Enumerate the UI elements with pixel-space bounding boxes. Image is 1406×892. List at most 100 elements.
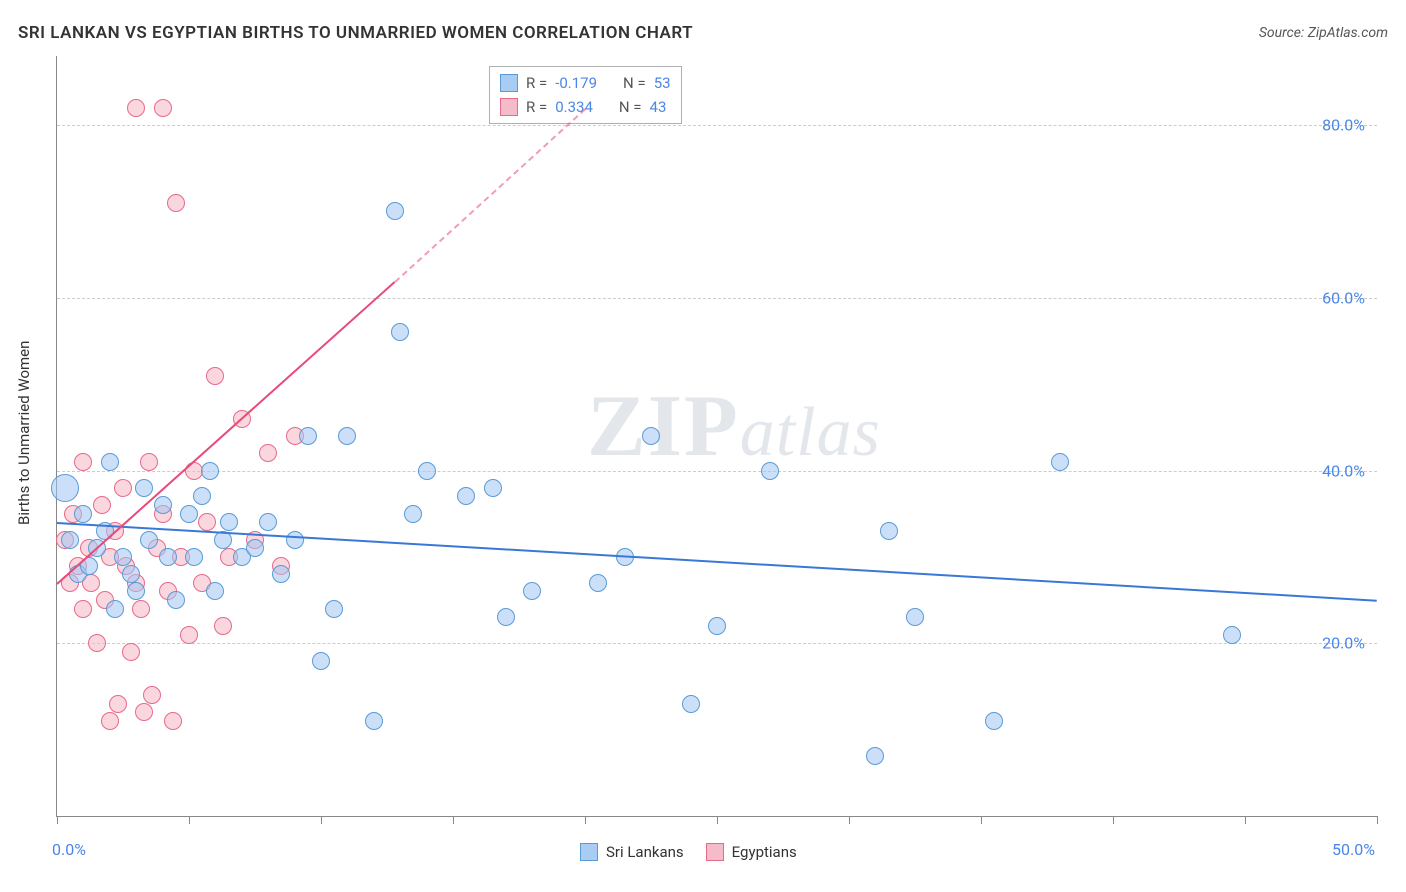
scatter-point xyxy=(167,591,185,609)
scatter-point xyxy=(497,608,515,626)
scatter-point xyxy=(985,712,1003,730)
scatter-point xyxy=(761,462,779,480)
trend-line xyxy=(394,108,585,282)
x-tick xyxy=(849,816,850,824)
chart-header: SRI LANKAN VS EGYPTIAN BIRTHS TO UNMARRI… xyxy=(18,18,1388,48)
scatter-point xyxy=(642,427,660,445)
legend-r-value-pink: 0.334 xyxy=(555,98,593,116)
scatter-point xyxy=(299,427,317,445)
scatter-point xyxy=(185,548,203,566)
x-tick xyxy=(981,816,982,824)
legend-n-label: N = xyxy=(623,74,646,92)
legend-row-pink: R = 0.334 N = 43 xyxy=(500,95,671,119)
x-tick xyxy=(453,816,454,824)
scatter-point xyxy=(154,496,172,514)
swatch-pink-icon xyxy=(706,843,724,861)
legend-r-label: R = xyxy=(526,74,547,92)
scatter-point xyxy=(109,695,127,713)
scatter-point xyxy=(93,496,111,514)
scatter-point xyxy=(143,686,161,704)
y-tick-label: 40.0% xyxy=(1322,461,1365,480)
legend-n-label: N = xyxy=(619,98,642,116)
scatter-point xyxy=(286,531,304,549)
watermark-atlas: atlas xyxy=(740,394,881,471)
scatter-point xyxy=(74,600,92,618)
scatter-point xyxy=(338,427,356,445)
scatter-point xyxy=(484,479,502,497)
watermark-zip: ZIP xyxy=(587,378,740,475)
scatter-point xyxy=(201,462,219,480)
legend-r-value-blue: -0.179 xyxy=(555,74,597,92)
scatter-point xyxy=(61,531,79,549)
swatch-blue-icon xyxy=(500,74,518,92)
scatter-point xyxy=(259,444,277,462)
x-tick xyxy=(1245,816,1246,824)
swatch-pink-icon xyxy=(500,98,518,116)
scatter-point xyxy=(135,703,153,721)
y-axis-label: Births to Unmarried Women xyxy=(15,341,33,525)
scatter-point xyxy=(325,600,343,618)
scatter-point xyxy=(312,652,330,670)
y-tick-label: 80.0% xyxy=(1322,116,1365,135)
scatter-point xyxy=(114,479,132,497)
chart-title: SRI LANKAN VS EGYPTIAN BIRTHS TO UNMARRI… xyxy=(18,23,693,43)
scatter-point xyxy=(214,617,232,635)
scatter-point xyxy=(418,462,436,480)
scatter-point xyxy=(122,565,140,583)
scatter-point xyxy=(154,99,172,117)
scatter-point xyxy=(365,712,383,730)
legend-r-label: R = xyxy=(526,98,547,116)
scatter-point xyxy=(259,513,277,531)
legend-n-value-pink: 43 xyxy=(650,98,667,116)
scatter-point xyxy=(132,600,150,618)
swatch-blue-icon xyxy=(580,843,598,861)
scatter-point xyxy=(180,626,198,644)
scatter-point xyxy=(1051,453,1069,471)
scatter-point xyxy=(391,323,409,341)
x-tick xyxy=(321,816,322,824)
x-tick xyxy=(585,816,586,824)
scatter-point xyxy=(74,505,92,523)
scatter-point xyxy=(159,548,177,566)
scatter-point xyxy=(708,617,726,635)
scatter-point xyxy=(193,487,211,505)
x-tick-label: 0.0% xyxy=(52,840,86,859)
scatter-point xyxy=(127,99,145,117)
chart-source: Source: ZipAtlas.com xyxy=(1259,25,1388,41)
x-tick xyxy=(57,816,58,824)
scatter-point xyxy=(523,582,541,600)
correlation-legend: R = -0.179 N = 53 R = 0.334 N = 43 xyxy=(489,66,682,124)
scatter-point xyxy=(866,747,884,765)
gridline xyxy=(57,298,1377,299)
series-legend: Sri Lankans Egyptians xyxy=(580,843,797,861)
scatter-point xyxy=(220,513,238,531)
scatter-point xyxy=(272,565,290,583)
legend-item-blue: Sri Lankans xyxy=(580,843,684,861)
scatter-point xyxy=(246,539,264,557)
x-tick-label: 50.0% xyxy=(1332,840,1375,859)
x-tick xyxy=(717,816,718,824)
scatter-point xyxy=(1223,626,1241,644)
scatter-point xyxy=(457,487,475,505)
gridline xyxy=(57,643,1377,644)
legend-row-blue: R = -0.179 N = 53 xyxy=(500,71,671,95)
plot-area: ZIPatlas R = -0.179 N = 53 R = 0.334 N =… xyxy=(56,56,1377,817)
scatter-point xyxy=(74,453,92,471)
scatter-point xyxy=(386,202,404,220)
scatter-point xyxy=(589,574,607,592)
scatter-point xyxy=(682,695,700,713)
scatter-point xyxy=(180,505,198,523)
scatter-point xyxy=(51,474,79,502)
gridline xyxy=(57,471,1377,472)
scatter-point xyxy=(101,453,119,471)
gridline xyxy=(57,125,1377,126)
watermark: ZIPatlas xyxy=(587,376,881,477)
scatter-point xyxy=(88,634,106,652)
x-tick xyxy=(1113,816,1114,824)
legend-label-pink: Egyptians xyxy=(732,843,797,861)
scatter-point xyxy=(127,582,145,600)
scatter-point xyxy=(140,531,158,549)
y-tick-label: 60.0% xyxy=(1322,288,1365,307)
scatter-point xyxy=(404,505,422,523)
legend-n-value-blue: 53 xyxy=(654,74,671,92)
